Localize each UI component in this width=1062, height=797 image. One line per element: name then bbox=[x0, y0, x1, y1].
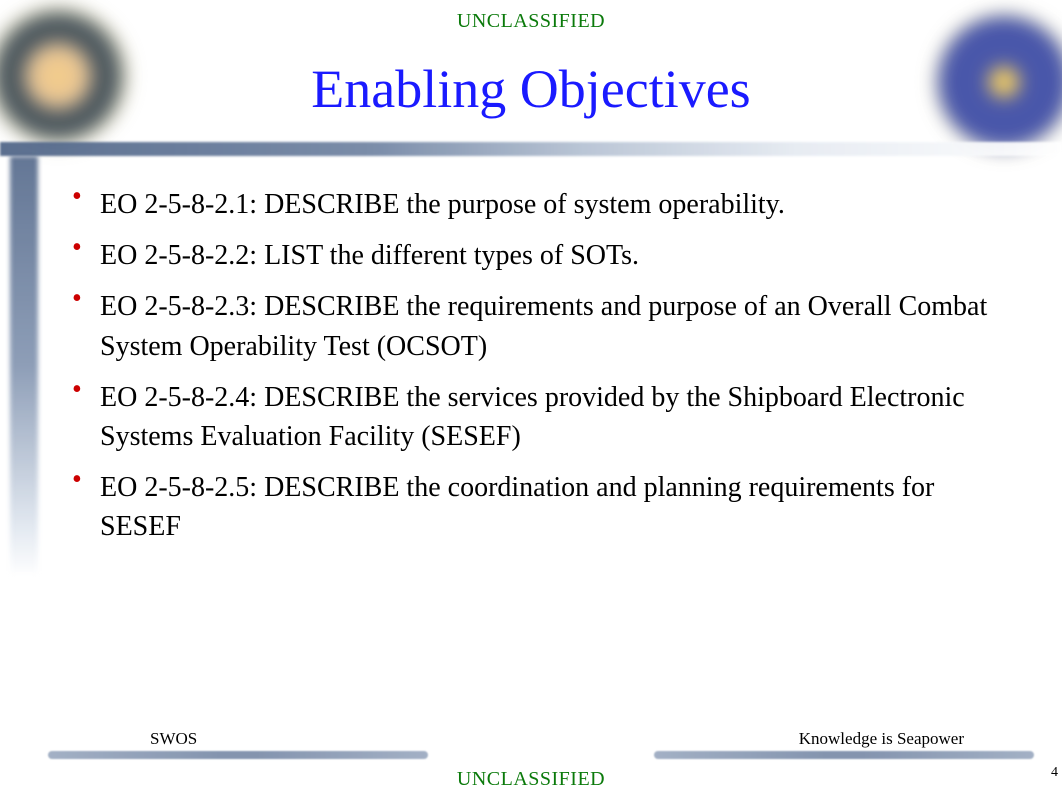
objective-text: EO 2-5-8-2.5: DESCRIBE the coordination … bbox=[100, 472, 934, 542]
footer-left-label: SWOS bbox=[150, 729, 197, 749]
slide-title: Enabling Objectives bbox=[0, 58, 1062, 120]
classification-top: UNCLASSIFIED bbox=[0, 10, 1062, 33]
list-item: EO 2-5-8-2.1: DESCRIBE the purpose of sy… bbox=[70, 185, 1022, 224]
objective-text: EO 2-5-8-2.1: DESCRIBE the purpose of sy… bbox=[100, 189, 785, 220]
list-item: EO 2-5-8-2.4: DESCRIBE the services prov… bbox=[70, 378, 1022, 456]
objective-text: EO 2-5-8-2.4: DESCRIBE the services prov… bbox=[100, 382, 965, 452]
footer-right-label: Knowledge is Seapower bbox=[799, 729, 964, 749]
content-area: EO 2-5-8-2.1: DESCRIBE the purpose of sy… bbox=[70, 185, 1022, 559]
objective-text: EO 2-5-8-2.2: LIST the different types o… bbox=[100, 240, 639, 271]
left-stripe bbox=[10, 156, 38, 576]
objectives-list: EO 2-5-8-2.1: DESCRIBE the purpose of sy… bbox=[70, 185, 1022, 547]
list-item: EO 2-5-8-2.2: LIST the different types o… bbox=[70, 236, 1022, 275]
slide-number: 4 bbox=[1051, 765, 1058, 781]
footer-bar-right bbox=[654, 751, 1034, 759]
classification-bottom: UNCLASSIFIED bbox=[0, 768, 1062, 791]
list-item: EO 2-5-8-2.5: DESCRIBE the coordination … bbox=[70, 468, 1022, 546]
footer-bar-left bbox=[48, 751, 428, 759]
objective-text: EO 2-5-8-2.3: DESCRIBE the requirements … bbox=[100, 291, 987, 361]
list-item: EO 2-5-8-2.3: DESCRIBE the requirements … bbox=[70, 287, 1022, 365]
divider-top bbox=[0, 142, 1062, 156]
